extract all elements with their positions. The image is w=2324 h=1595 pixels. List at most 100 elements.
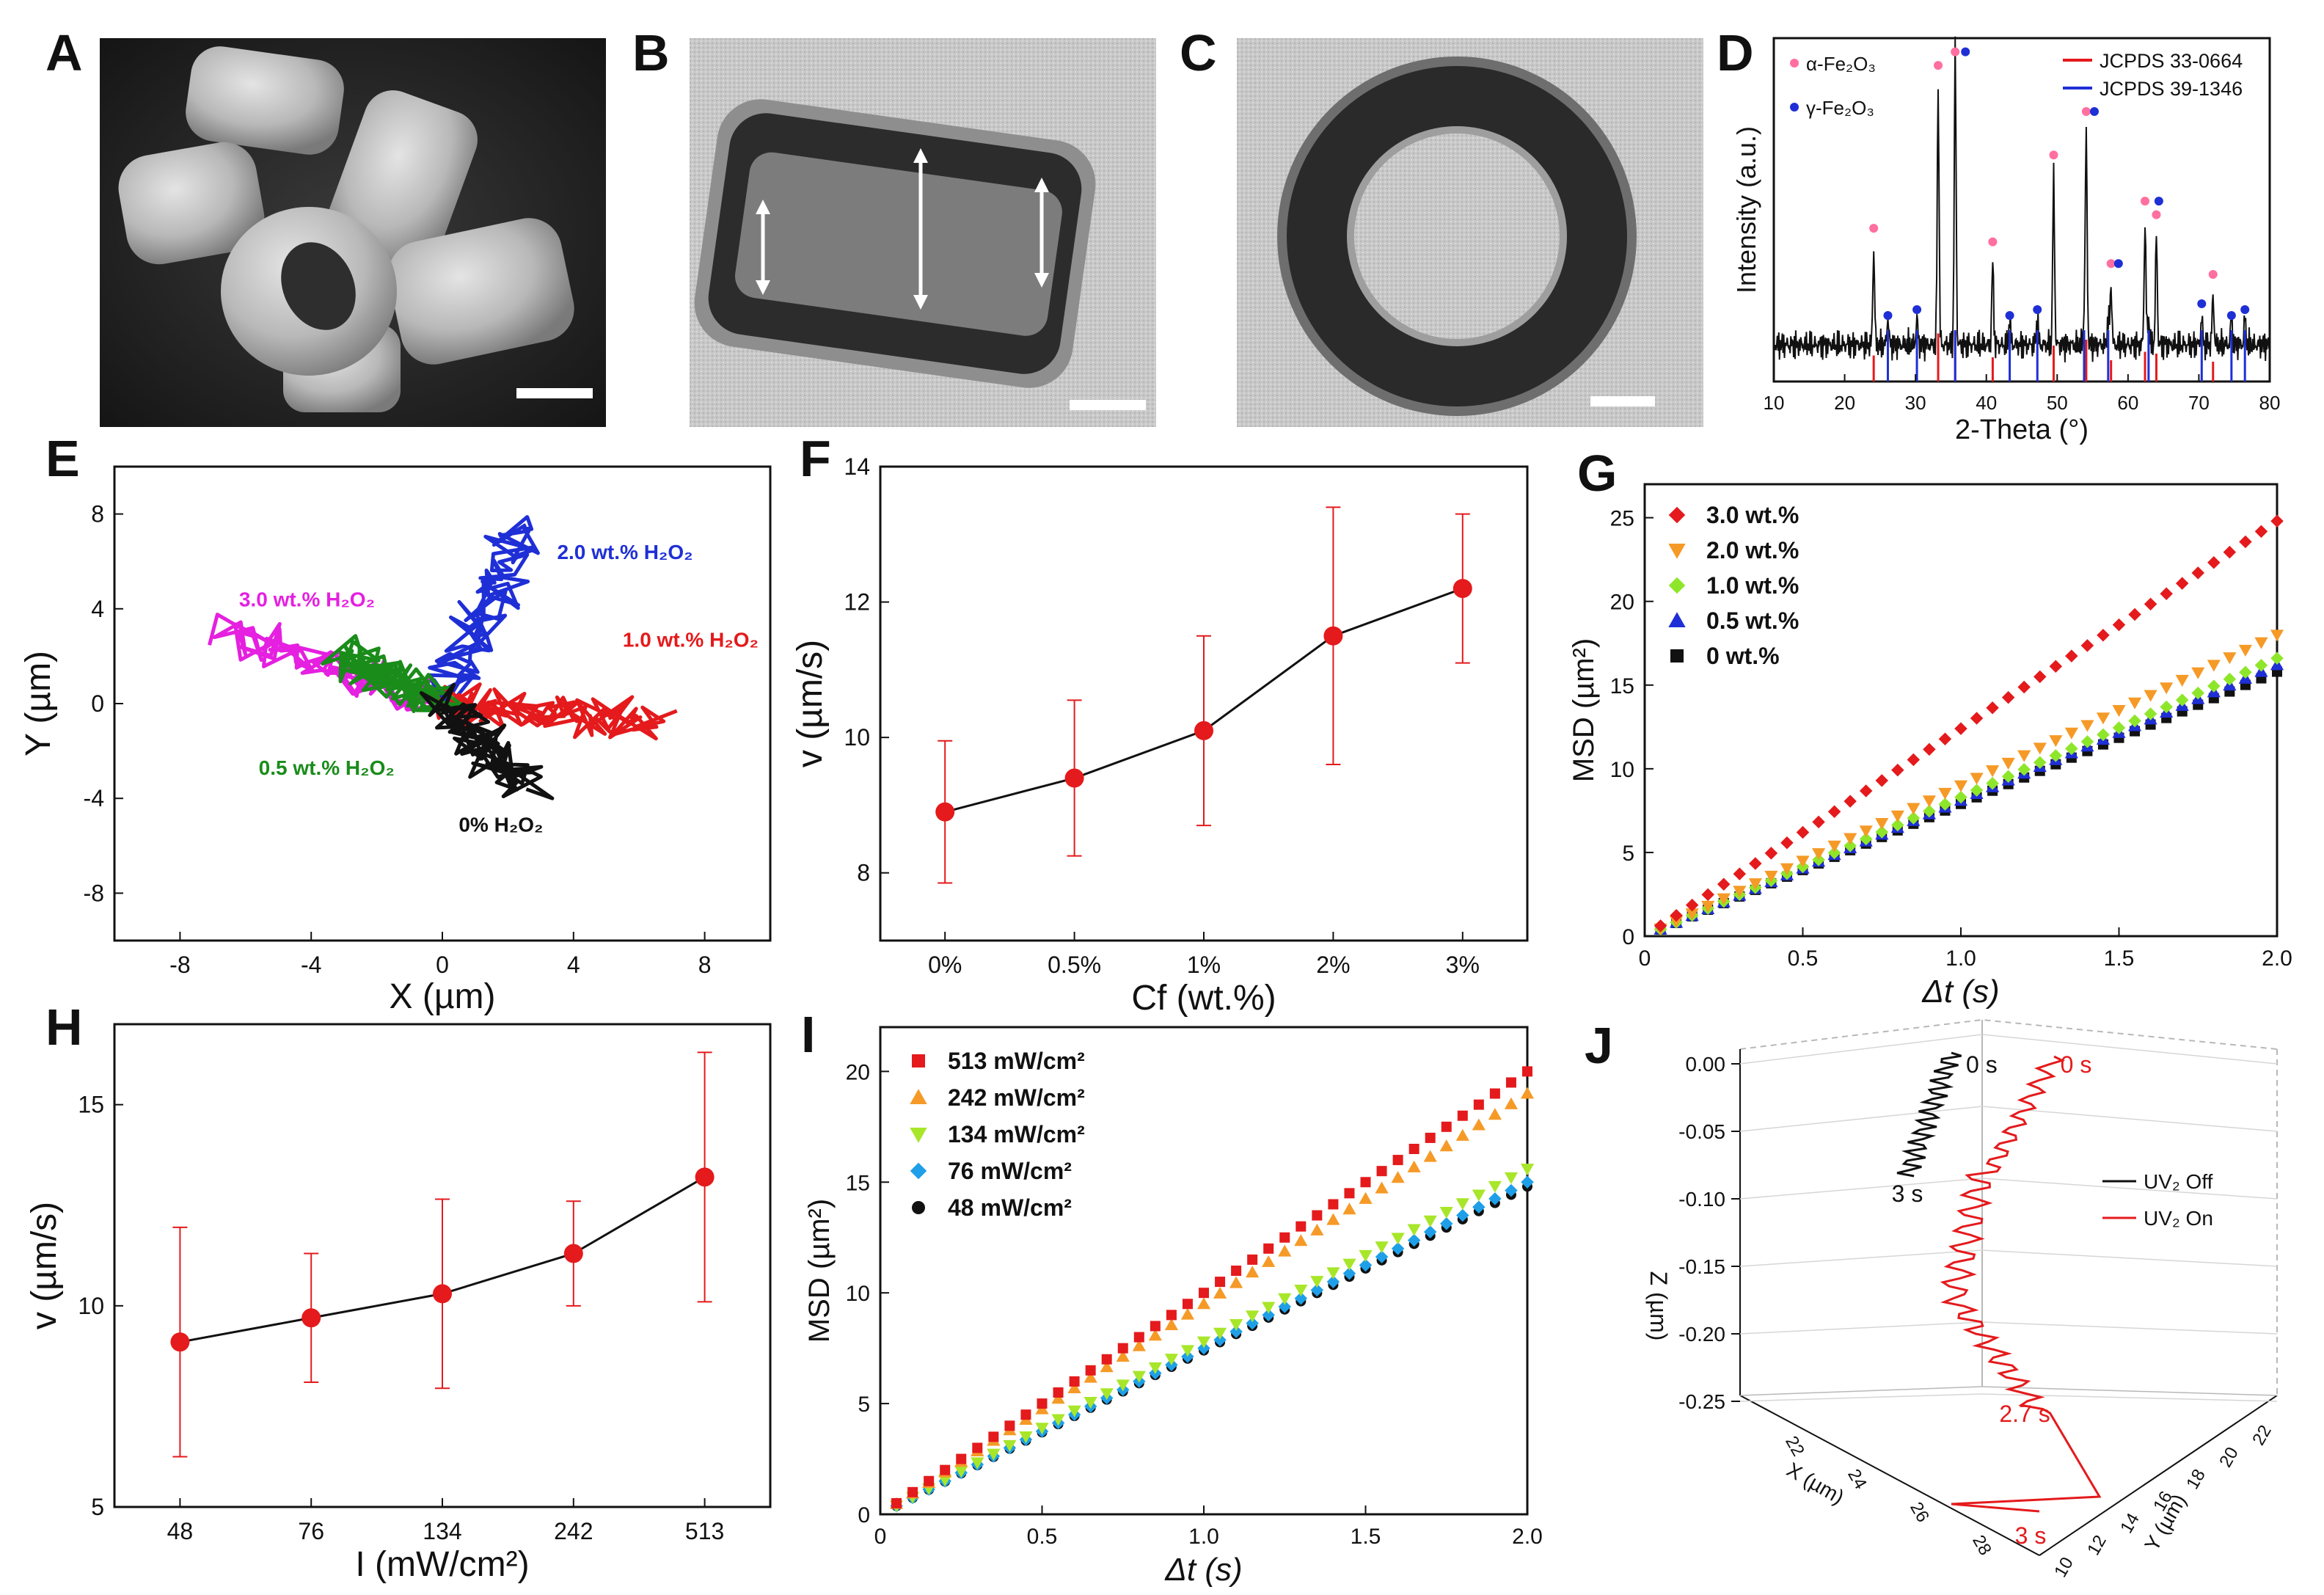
msd-point <box>1199 1288 1209 1299</box>
grid-line <box>1739 1321 1983 1335</box>
y-tick-label: 5 <box>1622 842 1634 866</box>
alpha-peak-marker <box>2208 270 2218 279</box>
msd-point <box>2001 757 2015 770</box>
x-axis-line <box>1739 1395 2040 1556</box>
msd-point <box>1717 877 1731 891</box>
msd-point <box>1938 787 1952 800</box>
trajectory-uv-on <box>1940 1055 2102 1513</box>
grid-line <box>1739 1178 1983 1200</box>
msd-point <box>1504 1097 1519 1109</box>
trajectory-label: 0.5 wt.% H₂O₂ <box>259 756 395 779</box>
msd-point <box>1488 1108 1502 1120</box>
msd-point <box>1891 818 1904 832</box>
x-tick-label: 30 <box>1905 392 1926 414</box>
x-tick-label: 40 <box>1976 392 1997 414</box>
y-tick-label: 8 <box>857 860 870 886</box>
x-tick-label: 1.0 <box>1188 1525 1219 1549</box>
msd-point <box>1408 1144 1419 1154</box>
msd-point <box>1923 804 1936 818</box>
msd-point <box>1278 1300 1291 1313</box>
z-tick-label: -0.15 <box>1678 1255 1725 1278</box>
x-tick-label: 2% <box>1316 952 1350 978</box>
msd-point <box>2239 535 2252 549</box>
x-tick-label: 513 <box>685 1518 724 1544</box>
msd-point <box>1164 1354 1178 1366</box>
z-tick-label: -0.20 <box>1678 1323 1725 1346</box>
msd-point <box>1717 893 1731 905</box>
y-tick-label: 4 <box>91 596 104 622</box>
msd-point <box>1923 742 1936 756</box>
msd-point <box>1907 753 1921 767</box>
data-point <box>1194 720 1213 740</box>
msd-point <box>924 1475 935 1486</box>
alpha-peak-marker <box>2106 259 2116 269</box>
msd-point <box>1020 1409 1031 1420</box>
msd-point <box>1986 776 1999 790</box>
x-tick-label: 28 <box>1968 1532 1995 1559</box>
msd-point <box>1310 1223 1324 1236</box>
msd-point <box>1326 1267 1340 1280</box>
msd-point <box>1670 908 1683 922</box>
msd-point <box>1796 855 1810 868</box>
gamma-peak-marker <box>2005 311 2014 320</box>
data-point <box>1452 579 1472 599</box>
x-tick-label: 1.5 <box>2104 946 2135 971</box>
msd-point <box>2223 652 2237 665</box>
y-tick-label: 0 <box>1622 925 1634 949</box>
msd-point <box>2144 597 2157 611</box>
y-tick-label: 5 <box>858 1393 870 1417</box>
msd-point <box>1164 1318 1178 1330</box>
y-tick-label: 15 <box>1610 674 1634 698</box>
msd-point <box>2175 577 2189 590</box>
x-tick-label: 0 <box>1639 946 1651 971</box>
msd-point <box>988 1431 999 1442</box>
grid-line <box>1981 1386 2278 1396</box>
y-tick-label: 25 <box>1610 507 1634 531</box>
x-axis-title: Δt (s) <box>1921 974 1999 1010</box>
y-tick-label: 8 <box>91 501 104 528</box>
msd-point <box>1344 1188 1355 1199</box>
msd-point <box>1100 1360 1114 1373</box>
msd-point <box>2049 735 2063 748</box>
legend-label: 3.0 wt.% <box>1706 502 1799 528</box>
msd-point <box>1472 1200 1486 1213</box>
msd-point <box>907 1486 918 1497</box>
msd-point <box>1392 1155 1403 1166</box>
legend-uv-on-label: UV₂ On <box>2144 1207 2213 1230</box>
panel-label-i: I <box>801 1006 816 1063</box>
gamma-peak-marker <box>1961 47 1970 56</box>
x-tick-label: 1% <box>1187 952 1221 978</box>
scale-bar <box>1070 400 1146 410</box>
msd-point <box>2112 721 2126 734</box>
msd-point <box>1278 1293 1292 1305</box>
trajectory-label: 3.0 wt.% H₂O₂ <box>239 588 375 611</box>
msd-point <box>1310 1276 1324 1288</box>
msd-point <box>1407 1160 1421 1172</box>
panel-label-d: D <box>1717 24 1754 81</box>
msd-point <box>1504 1172 1519 1185</box>
y-tick-label: 10 <box>2050 1554 2078 1581</box>
legend-uv-off-label: UV₂ Off <box>2144 1170 2213 1193</box>
msd-point <box>1132 1370 1146 1383</box>
msd-point <box>1796 825 1810 839</box>
msd-point <box>1051 1392 1065 1404</box>
msd-point <box>2207 556 2221 569</box>
msd-point <box>2160 700 2173 714</box>
z-tick-label: -0.05 <box>1678 1120 1725 1143</box>
msd-point <box>1213 1333 1227 1347</box>
x-tick-label: 0% <box>928 952 962 978</box>
msd-point <box>1488 1192 1502 1205</box>
panel-label-c: C <box>1180 24 1217 81</box>
legend-marker <box>1668 544 1686 559</box>
msd-point <box>1278 1244 1292 1257</box>
msd-point <box>1019 1431 1033 1444</box>
scale-bar <box>516 388 593 398</box>
msd-point <box>2097 728 2110 742</box>
msd-point <box>1133 1332 1144 1343</box>
legend-marker <box>912 1201 925 1214</box>
msd-point <box>1051 1414 1065 1426</box>
panel-label-a: A <box>45 24 83 81</box>
data-point <box>695 1167 715 1187</box>
msd-point <box>1954 722 1967 735</box>
